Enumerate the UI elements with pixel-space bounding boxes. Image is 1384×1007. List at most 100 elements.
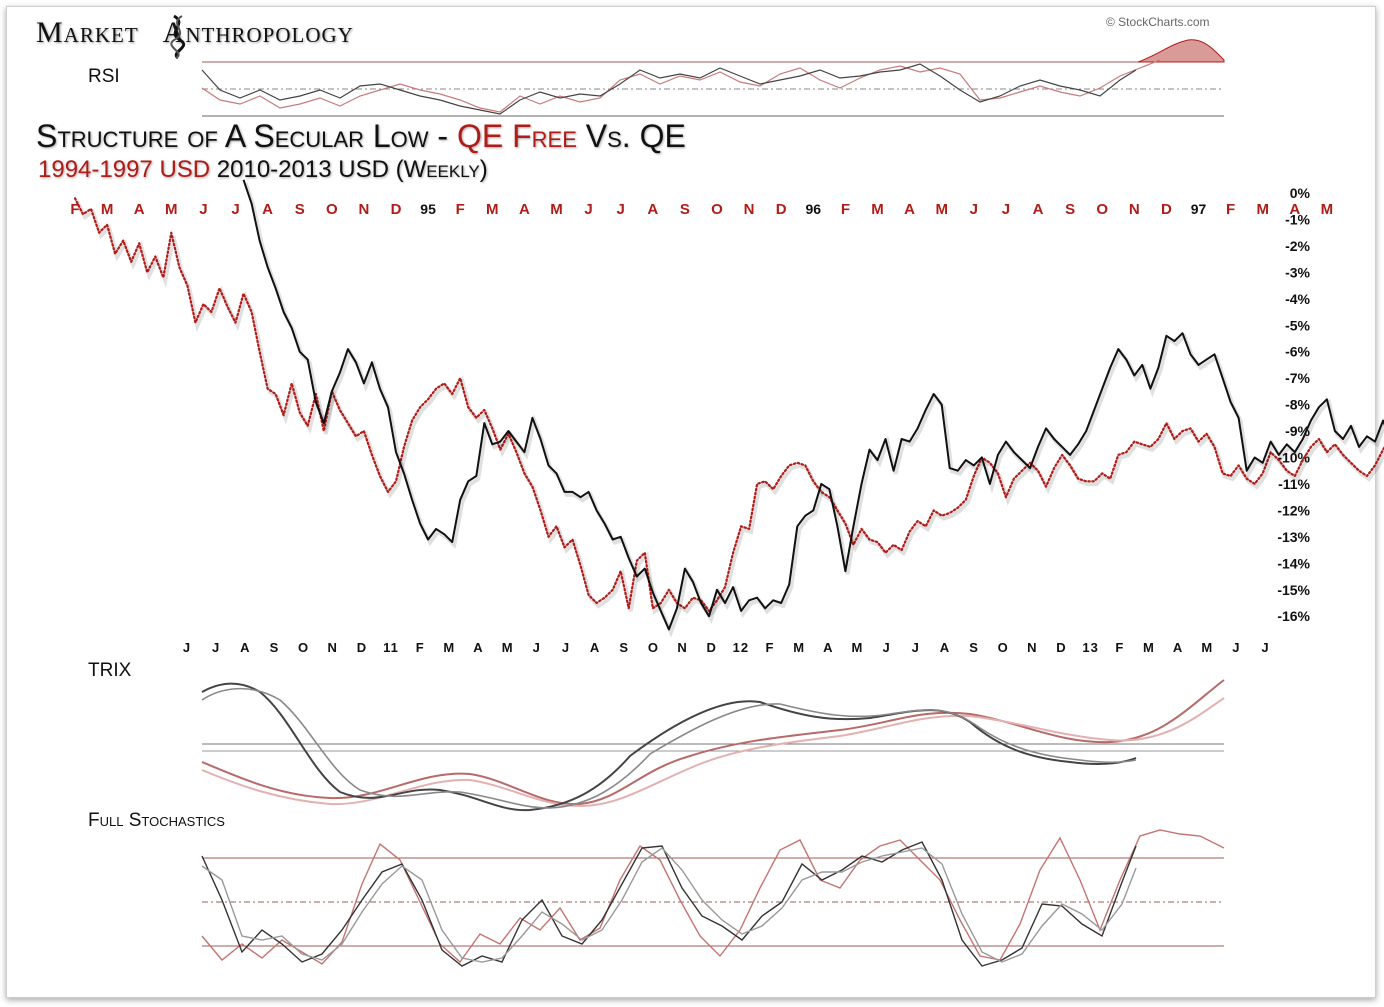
x-tick-top: O bbox=[326, 201, 338, 218]
x-tick-bottom: A bbox=[1173, 640, 1183, 655]
x-tick-bottom: O bbox=[648, 640, 659, 655]
title-prefix: Structure of A Secular Low - bbox=[36, 118, 457, 154]
x-tick-top: M bbox=[486, 201, 499, 218]
subtitle-red: 1994-1997 USD bbox=[38, 156, 211, 183]
x-tick-top: S bbox=[680, 201, 690, 218]
x-tick-top: J bbox=[617, 201, 625, 218]
x-tick-bottom: 12 bbox=[733, 640, 749, 655]
x-tick-bottom: 11 bbox=[383, 640, 399, 655]
dna-helix-icon bbox=[170, 14, 186, 60]
x-tick-bottom: M bbox=[793, 640, 805, 655]
trix-label: TRIX bbox=[88, 660, 132, 681]
x-tick-bottom: M bbox=[443, 640, 455, 655]
x-tick-top: O bbox=[711, 201, 723, 218]
x-tick-bottom: A bbox=[823, 640, 833, 655]
x-tick-bottom: O bbox=[298, 640, 309, 655]
trix-red-line bbox=[201, 679, 1225, 806]
stoch-red-line bbox=[201, 829, 1225, 965]
x-tick-top: M bbox=[1256, 201, 1269, 218]
x-tick-bottom: D bbox=[707, 640, 717, 655]
x-tick-top: M bbox=[101, 201, 114, 218]
x-tick-top: 97 bbox=[1191, 201, 1207, 217]
series-shadow bbox=[243, 182, 1384, 638]
trix-gray-line bbox=[201, 687, 1137, 809]
x-tick-top: A bbox=[647, 201, 658, 218]
chart-title: Structure of A Secular Low - QE Free Vs.… bbox=[36, 118, 686, 155]
stochastics-label: Full Stochastics bbox=[88, 810, 225, 831]
x-tick-top: D bbox=[776, 201, 787, 218]
x-tick-top: J bbox=[1002, 201, 1010, 218]
x-tick-top: S bbox=[295, 201, 305, 218]
x-tick-bottom: J bbox=[1261, 640, 1269, 655]
y-tick: -11% bbox=[1278, 476, 1310, 492]
trix-light-red-line bbox=[201, 697, 1225, 808]
brand-left: Market bbox=[36, 16, 139, 49]
stoch-black-line bbox=[201, 841, 1137, 967]
y-tick: -13% bbox=[1277, 529, 1310, 545]
x-tick-bottom: M bbox=[1201, 640, 1213, 655]
x-tick-top: N bbox=[1129, 201, 1140, 218]
rsi-black-line bbox=[201, 63, 1137, 115]
y-tick: -5% bbox=[1285, 317, 1310, 333]
x-tick-top: A bbox=[1289, 201, 1300, 218]
x-tick-bottom: J bbox=[562, 640, 570, 655]
x-tick-bottom: A bbox=[940, 640, 950, 655]
trix-black-line bbox=[201, 682, 1137, 812]
x-tick-top: D bbox=[391, 201, 402, 218]
y-tick: -3% bbox=[1285, 264, 1310, 280]
series-layer bbox=[73, 179, 1384, 638]
subtitle-black: 2010-2013 USD (Weekly) bbox=[210, 156, 488, 183]
x-tick-bottom: A bbox=[590, 640, 600, 655]
x-tick-top: O bbox=[1096, 201, 1108, 218]
y-tick: -16% bbox=[1277, 608, 1310, 624]
brand-logo: Market Anthropology bbox=[36, 16, 354, 50]
x-tick-top: F bbox=[1226, 201, 1235, 218]
x-tick-top: M bbox=[1321, 201, 1334, 218]
x-tick-bottom: N bbox=[677, 640, 687, 655]
x-tick-top: N bbox=[358, 201, 369, 218]
rsi-overbought-area bbox=[1137, 39, 1225, 63]
x-tick-bottom: J bbox=[183, 640, 191, 655]
rsi-panel bbox=[201, 39, 1225, 117]
x-tick-top: S bbox=[1065, 201, 1075, 218]
x-tick-top: A bbox=[262, 201, 273, 218]
x-tick-bottom: M bbox=[502, 640, 514, 655]
x-tick-top: F bbox=[456, 201, 465, 218]
x-tick-bottom: S bbox=[270, 640, 280, 655]
x-tick-bottom: A bbox=[240, 640, 250, 655]
x-tick-bottom: J bbox=[912, 640, 920, 655]
x-tick-top: A bbox=[1033, 201, 1044, 218]
x-tick-top: A bbox=[134, 201, 145, 218]
x-tick-top: M bbox=[165, 201, 178, 218]
x-tick-bottom: 13 bbox=[1082, 640, 1098, 655]
y-tick: -15% bbox=[1277, 582, 1310, 598]
x-tick-bottom: O bbox=[998, 640, 1009, 655]
series-1994-1997-line bbox=[73, 197, 1384, 613]
chart-frame bbox=[6, 6, 1376, 998]
x-tick-top: D bbox=[1161, 201, 1172, 218]
x-tick-bottom: A bbox=[473, 640, 483, 655]
x-tick-top: N bbox=[744, 201, 755, 218]
series-2010-2013-line bbox=[242, 179, 1384, 631]
y-tick: -6% bbox=[1285, 344, 1310, 360]
x-tick-bottom: S bbox=[969, 640, 979, 655]
x-tick-bottom: J bbox=[882, 640, 890, 655]
x-tick-top: J bbox=[970, 201, 978, 218]
x-tick-bottom: F bbox=[766, 640, 775, 655]
y-tick: 0% bbox=[1290, 185, 1311, 201]
y-tick: -2% bbox=[1285, 238, 1310, 254]
x-tick-bottom: J bbox=[1232, 640, 1240, 655]
x-tick-bottom: N bbox=[1027, 640, 1037, 655]
y-axis: 0%-1%-2%-3%-4%-5%-6%-7%-8%-9%-10%-11%-12… bbox=[1277, 185, 1310, 624]
title-suffix: Vs. QE bbox=[576, 118, 686, 154]
x-tick-top: 95 bbox=[420, 201, 436, 217]
x-tick-bottom: S bbox=[619, 640, 629, 655]
chart-subtitle: 1994-1997 USD 2010-2013 USD (Weekly) bbox=[38, 156, 488, 184]
brand-right: Anthropology bbox=[162, 16, 354, 49]
x-tick-top: M bbox=[871, 201, 884, 218]
x-tick-bottom: D bbox=[357, 640, 367, 655]
x-axis-top: F M A M J J A S O N D 95 F M A M J J A S O N D 96 F M A M J J A S O N D 97 F… bbox=[70, 201, 1333, 218]
y-tick: -12% bbox=[1277, 502, 1310, 518]
x-tick-top: A bbox=[904, 201, 915, 218]
